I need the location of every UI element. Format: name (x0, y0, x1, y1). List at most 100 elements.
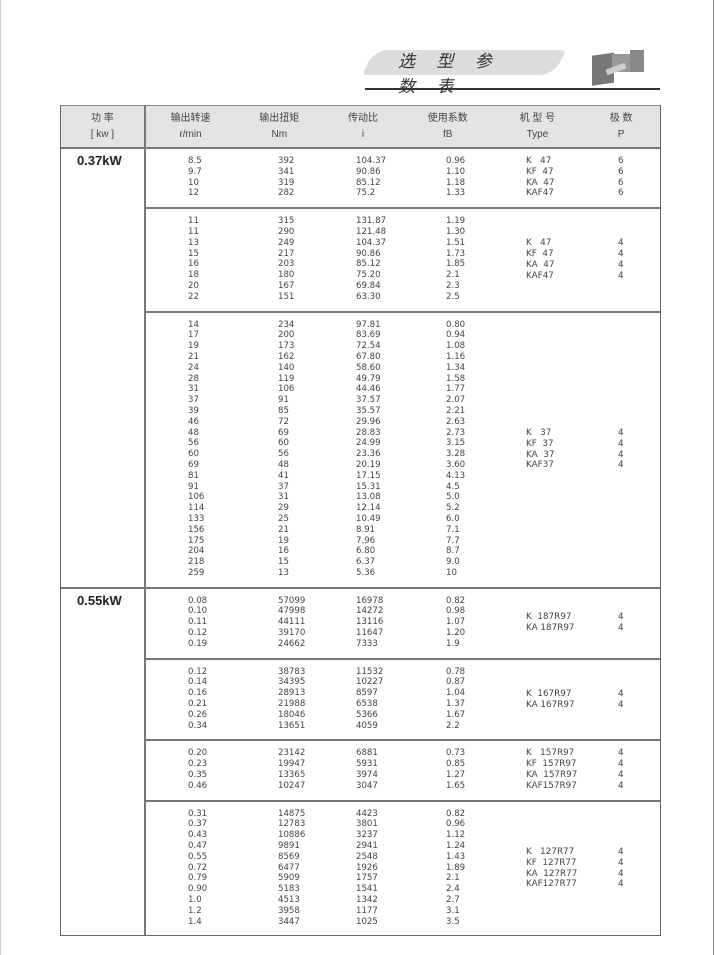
torque-cell: 200 (278, 330, 295, 341)
service-factor-cell: 1.65 (446, 780, 466, 791)
table-row: 218 15 6.37 9.0 (146, 557, 660, 568)
torque-cell: 10886 (278, 830, 306, 841)
type-list: K 47 KF 47 KA 47 KAF47 (526, 209, 554, 310)
ratio-cell: 24.99 (356, 438, 381, 449)
speed-cell: 20 (188, 280, 199, 291)
column-header-cn: 输出转速 (170, 112, 211, 124)
table-row: 21 162 67.80 1.16 (146, 352, 660, 363)
torque-cell: 392 (278, 156, 295, 166)
service-factor-cell: 3.1 (446, 905, 460, 916)
service-factor-cell: 8.7 (446, 546, 460, 557)
pole-cell: 4 (618, 612, 624, 623)
service-factor-cell: 2.3 (446, 280, 460, 291)
torque-cell: 173 (278, 341, 295, 352)
ratio-cell: 2548 (356, 851, 378, 862)
service-factor-cell: 1.58 (446, 373, 466, 384)
ratio-cell: 23.36 (356, 449, 381, 460)
ratio-cell: 58.60 (356, 362, 381, 373)
pole-cell: 4 (618, 623, 624, 634)
speed-cell: 0.16 (188, 688, 208, 699)
speed-cell: 0.19 (188, 638, 208, 649)
torque-cell: 341 (278, 166, 295, 177)
ratio-cell: 1926 (356, 862, 378, 873)
ratio-cell: 4423 (356, 808, 378, 819)
column-header-en: fB (442, 128, 453, 140)
speed-cell: 114 (188, 503, 205, 514)
service-factor-cell: 0.96 (446, 819, 466, 830)
service-factor-cell: 2.7 (446, 895, 460, 906)
ratio-cell: 20.19 (356, 459, 381, 470)
speed-cell: 21 (188, 351, 199, 362)
torque-cell: 47998 (278, 606, 306, 617)
service-factor-cell: 0.82 (446, 595, 466, 606)
table-row: 22 151 63.30 2.5 (146, 292, 660, 303)
pole-cell: 6 (618, 156, 624, 166)
column-header-en: i (361, 128, 365, 140)
service-factor-cell: 1.89 (446, 862, 466, 873)
row-group: 0.31 14875 4423 0.82 0.37 12783 3801 0.96 0.43 10… (146, 802, 660, 936)
speed-cell: 14 (188, 319, 199, 330)
column-header-cn: 机 型 号 (519, 112, 556, 124)
ratio-cell: 75.20 (356, 270, 381, 281)
table-row: 0.11 44111 13116 1.07 (146, 617, 660, 628)
service-factor-cell: 0.87 (446, 677, 466, 688)
table-row: 60 56 23.36 3.28 (146, 449, 660, 460)
table-row: 0.10 47998 14272 0.98 (146, 606, 660, 617)
table-row: 0.55 8569 2548 1.43 (146, 852, 660, 863)
speed-cell: 91 (188, 481, 199, 492)
torque-cell: 21988 (278, 699, 306, 710)
torque-cell: 18046 (278, 709, 306, 720)
pole-cell: 4 (618, 879, 624, 890)
table-row: 37 91 37.57 2.07 (146, 395, 660, 406)
ratio-cell: 121.48 (356, 226, 387, 237)
speed-cell: 39 (188, 405, 199, 416)
pole-cell: 6 (618, 188, 624, 199)
speed-cell: 18 (188, 270, 199, 281)
torque-cell: 85 (278, 405, 289, 416)
pole-cell: 4 (618, 460, 624, 471)
table-row: 13 249 104.37 1.51 (146, 238, 660, 249)
power-label: 0.55kW (61, 588, 146, 936)
column-header-en: [ kw ] (90, 128, 115, 140)
table-row: 56 60 24.99 3.15 (146, 438, 660, 449)
table-row: 0.20 23142 6881 0.73 (146, 748, 660, 759)
torque-cell: 15 (278, 557, 289, 568)
type-cell: K 47 (526, 238, 552, 249)
torque-cell: 9891 (278, 841, 300, 852)
torque-cell: 21 (278, 524, 289, 535)
torque-cell: 34395 (278, 677, 306, 688)
service-factor-cell: 1.33 (446, 188, 466, 199)
service-factor-cell: 0.96 (446, 156, 466, 166)
table-row: 106 31 13.08 5.0 (146, 492, 660, 503)
pole-cell: 4 (618, 868, 624, 879)
service-factor-cell: 2.73 (446, 427, 466, 438)
ratio-cell: 5366 (356, 709, 378, 720)
type-cell: KAF127R77 (526, 879, 577, 890)
torque-cell: 91 (278, 395, 289, 406)
speed-cell: 56 (188, 438, 199, 449)
table-row: 0.90 5183 1541 2.4 (146, 884, 660, 895)
type-cell: KA 47 (526, 177, 555, 188)
page-title: 选 型 参 数 表 (398, 52, 500, 97)
column-header: 极 数 P (582, 106, 660, 147)
ratio-cell: 14272 (356, 606, 384, 617)
speed-cell: 19 (188, 341, 199, 352)
ratio-cell: 7333 (356, 638, 378, 649)
service-factor-cell: 1.51 (446, 237, 466, 248)
speed-cell: 9.7 (188, 166, 202, 177)
type-list: K 47 KF 47 KA 47 KAF47 (526, 149, 554, 207)
type-cell: KF 47 (526, 166, 554, 177)
table-row: 0.43 10886 3237 1.12 (146, 830, 660, 841)
pole-cell: 4 (618, 688, 624, 699)
column-header-en: Nm (271, 128, 288, 140)
speed-cell: 17 (188, 330, 199, 341)
ratio-cell: 29.96 (356, 416, 381, 427)
service-factor-cell: 2.21 (446, 405, 466, 416)
table-row: 114 29 12.14 5.2 (146, 503, 660, 514)
column-header-cn: 使用系数 (427, 112, 468, 124)
gear-motor-image (592, 50, 644, 86)
table-row: 15 217 90.86 1.73 (146, 249, 660, 260)
